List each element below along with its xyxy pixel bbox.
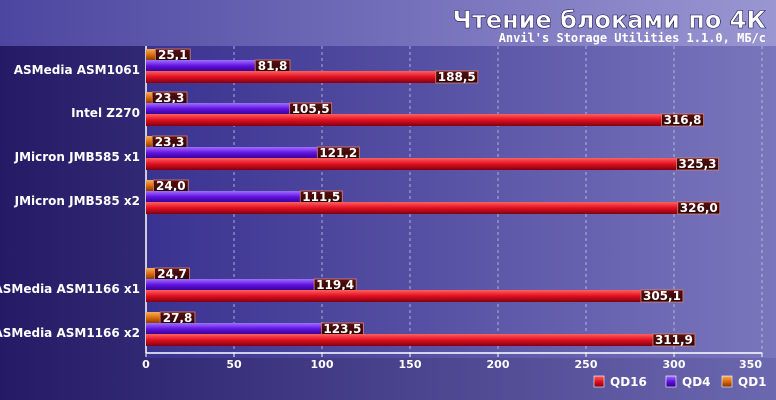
bar-qd4 — [146, 147, 360, 159]
category-label: ASMedia ASM1166 x1 — [0, 282, 140, 296]
title-band — [0, 0, 776, 46]
bar-qd4 — [146, 103, 332, 115]
legend-label-qd1: QD1 — [738, 375, 767, 389]
bars: 25,1 81,8 188,5 23,3 105,5 316,8 23,3 121,2 325,… — [146, 48, 721, 347]
data-label-box — [640, 289, 684, 303]
tick-label: 150 — [399, 358, 422, 371]
data-label: 119,4 — [316, 278, 354, 292]
data-label: 325,3 — [679, 157, 717, 171]
legend: QD16 QD4 QD1 — [593, 375, 767, 389]
tick-label: 0 — [142, 358, 150, 371]
legend-swatch-qd16 — [593, 375, 605, 388]
data-label: 24,7 — [157, 267, 187, 281]
data-label: 23,3 — [155, 91, 185, 105]
category-label: ASMedia ASM1166 x2 — [0, 326, 140, 340]
legend-label-qd4: QD4 — [682, 375, 711, 389]
data-label: 316,8 — [664, 113, 702, 127]
bar-qd4 — [146, 323, 364, 335]
legend-swatch-qd1 — [721, 375, 733, 388]
data-label-box — [677, 201, 721, 215]
x-axis-ticks: 0 50 100 150 200 250 300 350 — [142, 353, 763, 371]
bar-qd16 — [146, 158, 719, 170]
data-label: 305,1 — [643, 289, 681, 303]
data-label: 27,8 — [163, 311, 193, 325]
data-label: 25,1 — [158, 48, 188, 62]
category-label: ASMedia ASM1061 — [14, 63, 140, 77]
tick-label: 100 — [311, 358, 334, 371]
chart-subtitle: Anvil's Storage Utilities 1.1.0, МБ/с — [499, 31, 766, 45]
tick-label: 200 — [487, 358, 510, 371]
tick-label: 300 — [663, 358, 686, 371]
bar-qd4 — [146, 60, 290, 72]
data-label: 105,5 — [292, 102, 330, 116]
tick-label: 350 — [739, 358, 762, 371]
bar-qd16 — [146, 202, 720, 214]
data-label: 123,5 — [323, 322, 361, 336]
tick-label: 250 — [575, 358, 598, 371]
data-label: 81,8 — [258, 59, 288, 73]
data-label-box — [435, 70, 479, 84]
category-label: Intel Z270 — [71, 106, 140, 120]
chart-title: Чтение блоками по 4К — [453, 6, 767, 34]
data-label: 188,5 — [438, 70, 476, 84]
data-label-box — [661, 113, 704, 127]
bar-qd16 — [146, 290, 683, 302]
data-label: 24,0 — [156, 179, 186, 193]
data-label: 23,3 — [155, 135, 185, 149]
bar-qd16 — [146, 114, 704, 126]
data-label: 326,0 — [680, 201, 718, 215]
data-label: 111,5 — [302, 190, 340, 204]
data-label-box — [676, 157, 719, 171]
category-label: JMicron JMB585 x1 — [14, 150, 140, 164]
data-label-box — [652, 333, 696, 347]
data-label: 311,9 — [655, 333, 693, 347]
category-labels: ASMedia ASM1061 Intel Z270 JMicron JMB585 … — [0, 63, 140, 340]
bar-qd16 — [146, 71, 478, 83]
bar-qd16 — [146, 334, 695, 346]
tick-label: 50 — [226, 358, 242, 371]
bar-qd4 — [146, 279, 357, 291]
bar-qd4 — [146, 191, 343, 203]
category-label: JMicron JMB585 x2 — [14, 194, 140, 208]
legend-label-qd16: QD16 — [610, 375, 647, 389]
data-label: 121,2 — [319, 146, 357, 160]
legend-swatch-qd4 — [665, 375, 677, 388]
